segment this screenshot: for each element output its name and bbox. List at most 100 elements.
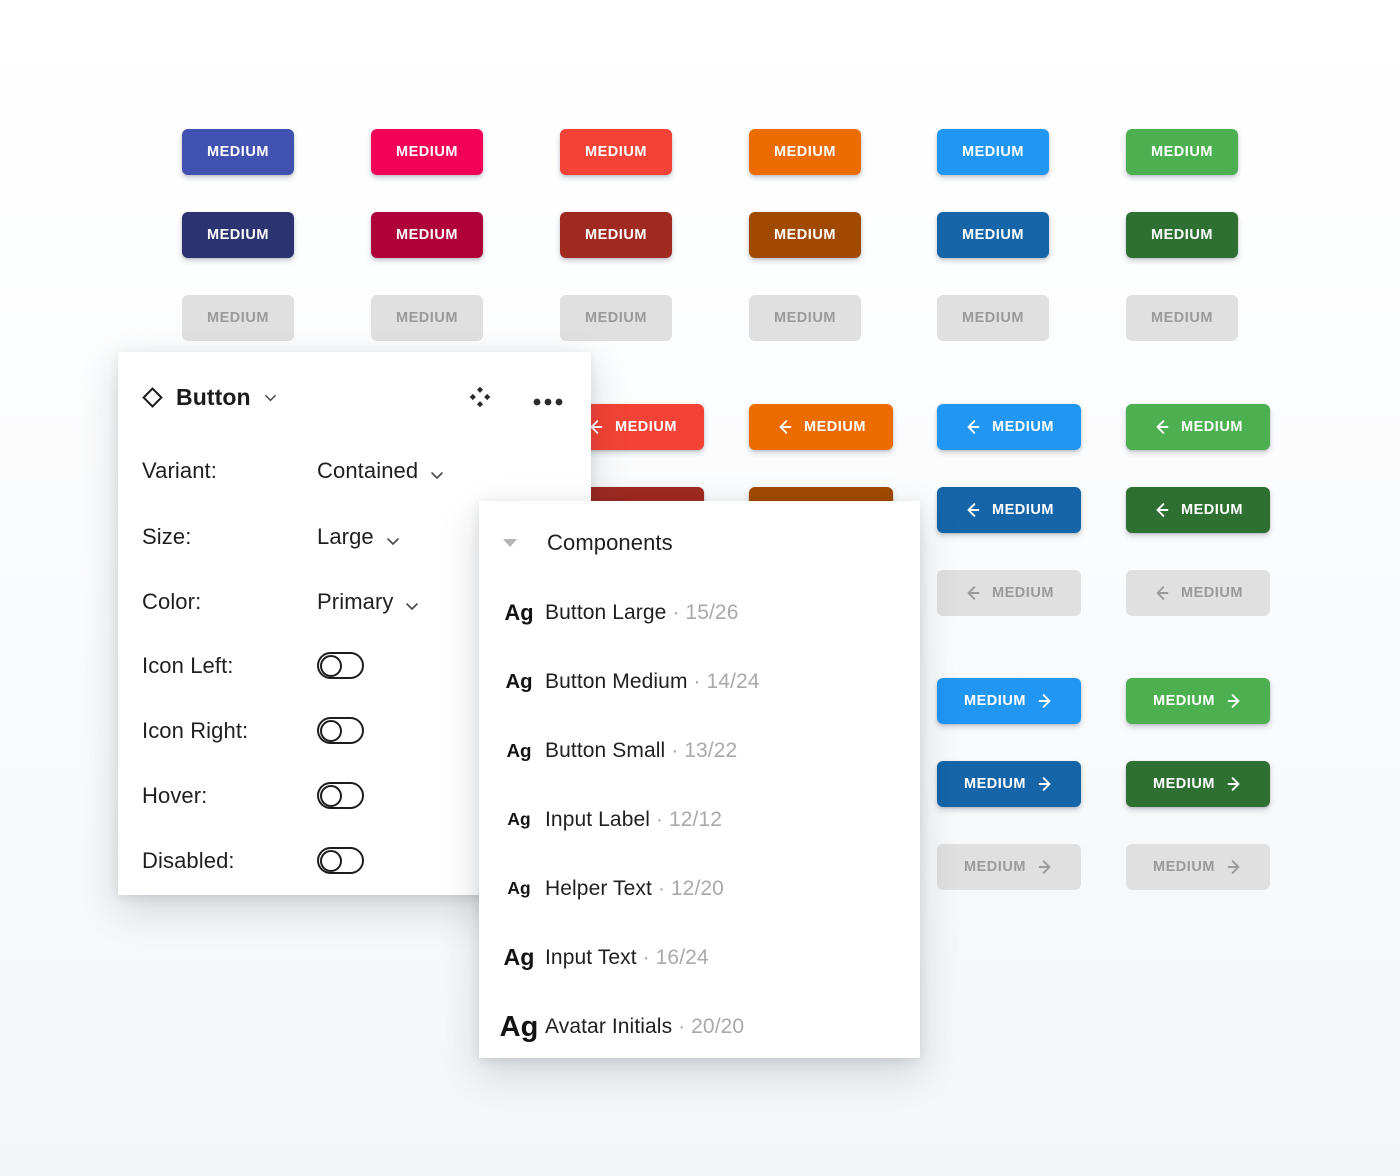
component-item-metrics: · 13/22 bbox=[665, 739, 738, 762]
button-label: MEDIUM bbox=[803, 419, 867, 435]
components-panel: Components Ag Button Large · 15/26 Ag Butto… bbox=[479, 501, 920, 1058]
button-label: MEDIUM bbox=[773, 227, 837, 243]
toggle-knob bbox=[320, 720, 343, 743]
chevron-down-icon[interactable] bbox=[263, 390, 278, 405]
button-orange-plain-hover[interactable]: MEDIUM bbox=[749, 212, 861, 258]
button-label: MEDIUM bbox=[773, 310, 837, 326]
button-green-icon-left-default[interactable]: MEDIUM bbox=[1126, 404, 1270, 450]
arrow-right-icon bbox=[1036, 775, 1054, 793]
components-title: Components bbox=[547, 530, 673, 555]
four-diamond-icon[interactable] bbox=[469, 386, 491, 408]
button-green-plain-hover[interactable]: MEDIUM bbox=[1126, 212, 1238, 258]
component-item-name: Button Large bbox=[545, 601, 667, 624]
arrow-left-icon bbox=[964, 501, 982, 519]
button-label: MEDIUM bbox=[584, 310, 648, 326]
component-item[interactable]: Ag Button Medium · 14/24 bbox=[479, 648, 920, 716]
property-row-hover: Hover: bbox=[118, 763, 591, 828]
button-indigo-plain-hover[interactable]: MEDIUM bbox=[182, 212, 294, 258]
disclosure-triangle-icon[interactable] bbox=[503, 539, 517, 547]
select-size[interactable]: Large bbox=[317, 524, 401, 550]
button-label: MEDIUM bbox=[395, 310, 459, 326]
chevron-down-icon bbox=[385, 529, 401, 545]
property-row-size: Size: Large bbox=[118, 504, 591, 569]
component-item-label: Avatar Initials · 20/20 bbox=[545, 1015, 744, 1039]
button-label: MEDIUM bbox=[206, 310, 270, 326]
button-green-plain-default[interactable]: MEDIUM bbox=[1126, 129, 1238, 175]
select-value: Primary bbox=[317, 588, 394, 614]
button-blue-plain-default[interactable]: MEDIUM bbox=[937, 129, 1049, 175]
button-red-plain-default[interactable]: MEDIUM bbox=[560, 129, 672, 175]
select-color[interactable]: Primary bbox=[317, 589, 420, 615]
button-blue-icon-left-hover[interactable]: MEDIUM bbox=[937, 487, 1081, 533]
components-header[interactable]: Components bbox=[479, 501, 920, 585]
button-label: MEDIUM bbox=[1152, 859, 1216, 875]
button-label: MEDIUM bbox=[206, 227, 270, 243]
toggle-icon-left[interactable] bbox=[317, 652, 364, 679]
button-label: MEDIUM bbox=[1150, 144, 1214, 160]
button-pink-plain-hover[interactable]: MEDIUM bbox=[371, 212, 483, 258]
button-blue-plain-hover[interactable]: MEDIUM bbox=[937, 212, 1049, 258]
button-green-icon-right-default[interactable]: MEDIUM bbox=[1126, 678, 1270, 724]
button-orange-icon-left-default[interactable]: MEDIUM bbox=[749, 404, 893, 450]
toggle-disabled[interactable] bbox=[317, 847, 364, 874]
property-row-icon-right: Icon Right: bbox=[118, 698, 591, 763]
button-pink-plain-default[interactable]: MEDIUM bbox=[371, 129, 483, 175]
component-item-label: Button Large · 15/26 bbox=[545, 601, 738, 625]
select-value: Large bbox=[317, 523, 374, 549]
button-pink-plain-disabled: MEDIUM bbox=[371, 295, 483, 341]
component-item[interactable]: Ag Helper Text · 12/20 bbox=[479, 855, 920, 923]
button-indigo-plain-default[interactable]: MEDIUM bbox=[182, 129, 294, 175]
arrow-left-icon bbox=[587, 418, 605, 436]
panel-title: Button bbox=[176, 383, 251, 410]
panel-header: Button bbox=[118, 352, 591, 442]
button-green-plain-disabled: MEDIUM bbox=[1126, 295, 1238, 341]
text-style-preview: Ag bbox=[507, 878, 531, 899]
property-label: Disabled: bbox=[142, 847, 235, 873]
text-style-preview: Ag bbox=[506, 739, 532, 761]
component-item-metrics: · 12/12 bbox=[650, 808, 723, 831]
button-label: MEDIUM bbox=[963, 693, 1027, 709]
button-blue-icon-right-default[interactable]: MEDIUM bbox=[937, 678, 1081, 724]
component-item-name: Input Label bbox=[545, 808, 651, 831]
component-item-name: Button Small bbox=[545, 739, 666, 762]
button-label: MEDIUM bbox=[963, 776, 1027, 792]
more-horizontal-icon[interactable] bbox=[533, 393, 563, 406]
button-label: MEDIUM bbox=[1180, 502, 1244, 518]
toggle-icon-right[interactable] bbox=[317, 717, 364, 744]
button-label: MEDIUM bbox=[1180, 585, 1244, 601]
toggle-hover[interactable] bbox=[317, 782, 364, 809]
select-variant[interactable]: Contained bbox=[317, 458, 445, 484]
button-red-plain-hover[interactable]: MEDIUM bbox=[560, 212, 672, 258]
chevron-down-icon bbox=[404, 594, 420, 610]
component-item[interactable]: Ag Button Large · 15/26 bbox=[479, 579, 920, 647]
component-item[interactable]: Ag Avatar Initials · 20/20 bbox=[479, 993, 920, 1061]
component-item-label: Input Label · 12/12 bbox=[545, 808, 722, 832]
text-style-preview: Ag bbox=[507, 809, 531, 830]
property-row-variant: Variant: Contained bbox=[118, 438, 591, 503]
arrow-right-icon bbox=[1036, 858, 1054, 876]
button-blue-icon-left-default[interactable]: MEDIUM bbox=[937, 404, 1081, 450]
property-row-disabled: Disabled: bbox=[118, 828, 591, 893]
button-blue-plain-disabled: MEDIUM bbox=[937, 295, 1049, 341]
component-item-metrics: · 15/26 bbox=[666, 601, 739, 624]
button-label: MEDIUM bbox=[584, 144, 648, 160]
component-item-metrics: · 20/20 bbox=[672, 1015, 745, 1038]
component-item-name: Input Text bbox=[545, 946, 637, 969]
component-item[interactable]: Ag Input Text · 16/24 bbox=[479, 924, 920, 992]
component-item[interactable]: Ag Input Label · 12/12 bbox=[479, 786, 920, 854]
button-blue-icon-right-hover[interactable]: MEDIUM bbox=[937, 761, 1081, 807]
button-label: MEDIUM bbox=[773, 144, 837, 160]
component-item-metrics: · 16/24 bbox=[636, 946, 709, 969]
arrow-right-icon bbox=[1225, 858, 1243, 876]
button-green-icon-left-hover[interactable]: MEDIUM bbox=[1126, 487, 1270, 533]
component-item[interactable]: Ag Button Small · 13/22 bbox=[479, 717, 920, 785]
arrow-right-icon bbox=[1225, 775, 1243, 793]
button-label: MEDIUM bbox=[963, 859, 1027, 875]
button-green-icon-right-hover[interactable]: MEDIUM bbox=[1126, 761, 1270, 807]
button-orange-plain-default[interactable]: MEDIUM bbox=[749, 129, 861, 175]
arrow-left-icon bbox=[964, 418, 982, 436]
button-label: MEDIUM bbox=[395, 227, 459, 243]
chevron-down-icon bbox=[429, 463, 445, 479]
button-blue-icon-left-disabled: MEDIUM bbox=[937, 570, 1081, 616]
